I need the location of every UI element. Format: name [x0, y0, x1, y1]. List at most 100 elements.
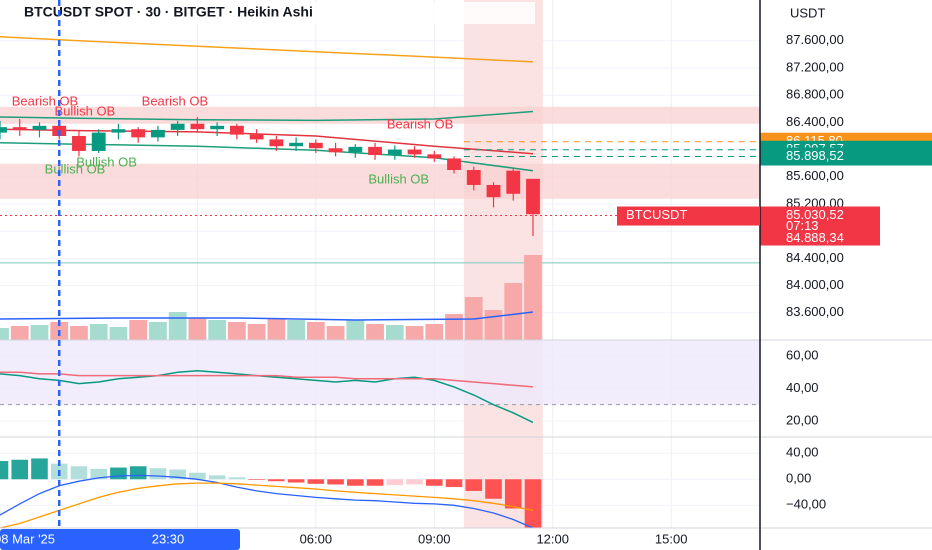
annotation: Bearish OB — [142, 93, 208, 108]
x-tick-label: 15:00 — [655, 531, 688, 546]
y-tick-label: 86.400,00 — [786, 114, 844, 129]
countdown-label: 07:13 — [786, 218, 819, 233]
indicator-line — [0, 110, 534, 122]
candle-body — [328, 148, 343, 153]
candle-body — [368, 146, 382, 156]
volume-bar — [247, 324, 266, 340]
annotation: Bullish OB — [45, 161, 106, 176]
candle-body — [348, 146, 363, 153]
volume-bar — [287, 320, 305, 340]
title-backdrop — [0, 2, 535, 24]
macd-histogram-bar — [425, 479, 443, 486]
annotation: Bearish OB — [12, 93, 78, 108]
crosshair-time: 23:30 — [152, 531, 185, 546]
y-tick-label: 84.000,00 — [786, 277, 844, 292]
macd-histogram-bar — [504, 479, 522, 509]
price-axis-unit: USDT — [790, 5, 825, 20]
macd-histogram-bar — [11, 459, 29, 480]
annotation: Bearish OB — [387, 117, 453, 132]
volume-bar — [228, 322, 246, 340]
macd-histogram-bar — [90, 468, 107, 480]
macd-histogram-bar — [169, 469, 186, 480]
macd-histogram-bar — [189, 472, 206, 480]
volume-bar — [188, 318, 207, 340]
volume-bar — [267, 318, 286, 340]
volume-bar — [524, 255, 542, 340]
y-tick-label: 20,00 — [786, 412, 819, 427]
candle-body — [407, 149, 422, 155]
candle-body — [32, 125, 47, 130]
volume-bar — [168, 312, 187, 340]
candle-body — [466, 170, 481, 185]
macd-histogram-bar — [70, 466, 88, 480]
y-tick-label: 87.200,00 — [786, 59, 844, 74]
low-price-label: 84.888,34 — [786, 230, 844, 245]
macd-line — [0, 474, 534, 528]
volume-bar — [129, 320, 148, 340]
candle-body — [526, 178, 540, 215]
macd-histogram-bar — [31, 458, 48, 480]
candle-body — [506, 170, 521, 194]
macd-histogram-bar — [327, 479, 344, 485]
volume-bar — [306, 322, 325, 340]
volume-bar — [70, 326, 88, 340]
macd-histogram-bar — [0, 461, 9, 480]
macd-histogram-bar — [524, 479, 542, 528]
candle-body — [111, 129, 126, 133]
macd-histogram-bar — [248, 479, 265, 480]
macd-histogram-bar — [149, 468, 167, 480]
macd-histogram-bar — [347, 479, 364, 486]
macd-histogram-bar — [129, 466, 147, 480]
volume-bar — [445, 314, 463, 340]
y-tick-label: 0,00 — [786, 471, 811, 486]
x-tick-label: 09:00 — [418, 531, 451, 546]
volume-bar — [109, 327, 128, 340]
volume-bar — [346, 320, 365, 340]
rsi-line — [0, 369, 534, 424]
y-tick-label: 87.600,00 — [786, 32, 844, 47]
macd-histogram-bar — [228, 477, 246, 480]
volume-bar — [366, 324, 384, 340]
y-tick-label: −40,00 — [786, 497, 826, 512]
chart-title: BTCUSDT SPOT · 30 · BITGET · Heikin Ashi — [24, 4, 313, 20]
candle-body — [131, 129, 146, 138]
candle-body — [170, 123, 185, 130]
last-price-label: 85.030,52 — [786, 207, 844, 222]
candle-body — [12, 127, 27, 130]
y-tick-label: 83.600,00 — [786, 304, 844, 319]
y-tick-label: 86.800,00 — [786, 87, 844, 102]
annotation: Bullish OB — [76, 155, 137, 170]
volume-bar — [30, 325, 49, 340]
candle-body — [229, 125, 244, 135]
indicator-line — [0, 35, 534, 63]
volume-bar — [89, 324, 108, 340]
crosshair-date: 08 Mar '25 — [0, 531, 55, 546]
macd-line — [0, 482, 534, 528]
y-tick-label: 84.400,00 — [786, 250, 844, 265]
volume-ma — [0, 311, 534, 321]
rsi-band — [0, 340, 760, 405]
volume-bar — [385, 325, 404, 340]
volume-bar — [504, 283, 523, 340]
annotation: Bullish OB — [368, 172, 429, 187]
candle-body — [249, 134, 264, 140]
candle-body — [72, 136, 86, 151]
x-tick-label: 06:00 — [300, 531, 333, 546]
macd-histogram-bar — [287, 479, 305, 483]
candle-body — [308, 142, 323, 149]
macd-histogram-bar — [445, 479, 463, 488]
rsi-pane — [0, 340, 760, 437]
y-tick-label: 40,00 — [786, 380, 819, 395]
macd-histogram-bar — [386, 479, 404, 486]
candle-body — [387, 149, 402, 156]
macd-histogram-bar — [268, 479, 285, 482]
macd-histogram-bar — [307, 479, 325, 484]
symbol-tag — [617, 206, 760, 226]
candle-body — [91, 132, 106, 151]
price-tag-label: 85.898,52 — [786, 148, 844, 163]
macd-histogram-bar — [366, 479, 384, 486]
y-tick-label: 60,00 — [786, 348, 819, 363]
volume-bar — [484, 310, 503, 340]
volume-bar — [405, 326, 424, 340]
macd-histogram-bar — [208, 475, 226, 480]
